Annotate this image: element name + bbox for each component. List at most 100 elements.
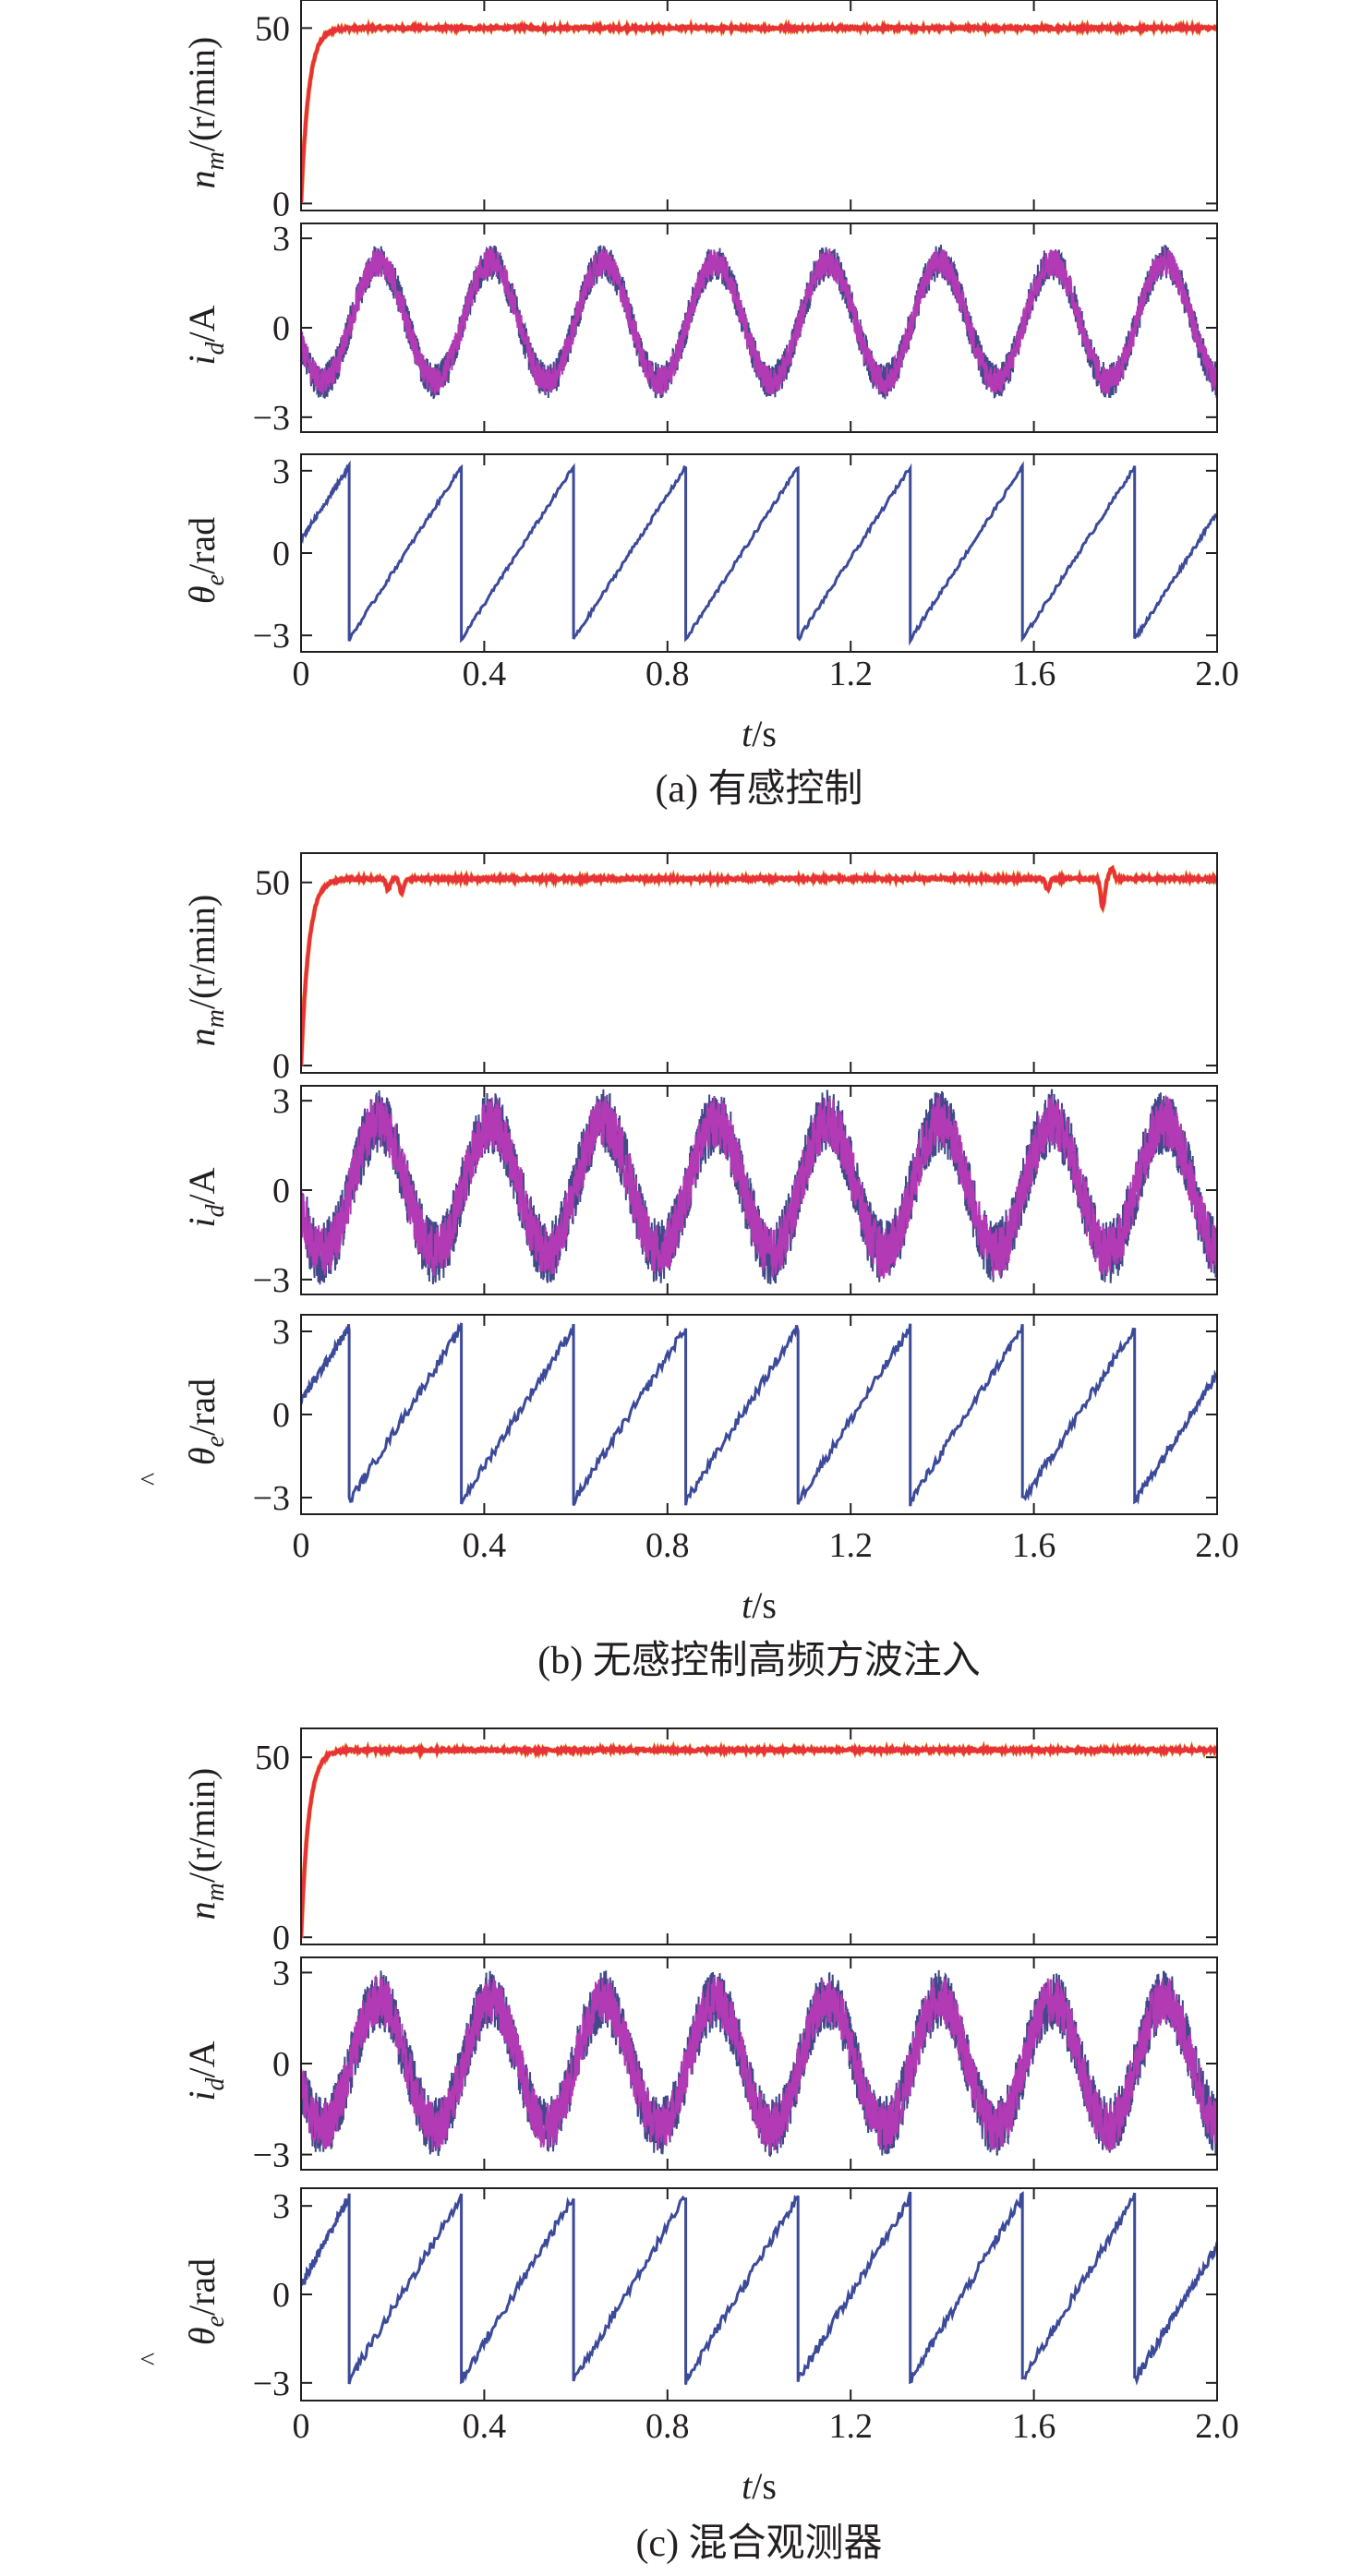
series-speed bbox=[301, 18, 1217, 204]
x-tick-label: 0.8 bbox=[645, 2407, 690, 2446]
y-tick-label: −3 bbox=[253, 1261, 290, 1300]
y-tick-label: 50 bbox=[255, 9, 290, 48]
series-angle bbox=[301, 2191, 1217, 2386]
speed-trace-reference bbox=[301, 1739, 1217, 1938]
y-tick-label: −3 bbox=[253, 2365, 290, 2403]
y-tick-label: −3 bbox=[253, 399, 290, 438]
series-speed bbox=[301, 864, 1217, 1066]
y-tick-label: 3 bbox=[272, 1313, 290, 1352]
plot-frame bbox=[300, 1956, 1218, 2171]
speed-trace bbox=[301, 1741, 1217, 1938]
angle-trace bbox=[301, 1322, 1217, 1507]
y-tick-label: 50 bbox=[255, 1739, 290, 1777]
series-speed bbox=[301, 1739, 1217, 1938]
y-tick-label: −3 bbox=[253, 2137, 290, 2175]
y-tick-label: 3 bbox=[272, 1082, 290, 1121]
subfigure-caption: (c) 混合观测器 bbox=[635, 2522, 882, 2565]
angle-trace bbox=[301, 2191, 1217, 2386]
y-tick-label: 3 bbox=[272, 1954, 290, 1992]
speed-trace-reference bbox=[301, 864, 1217, 1066]
x-tick-label: 0 bbox=[293, 1526, 310, 1565]
y-tick-label: 0 bbox=[272, 1919, 290, 1957]
y-tick-label: 50 bbox=[255, 864, 290, 903]
plot-frame bbox=[300, 1727, 1218, 1945]
panel-current: −3 0 3 id/A bbox=[181, 220, 1218, 438]
subfigure-caption: (b) 无感控制高频方波注入 bbox=[537, 1639, 980, 1682]
x-tick-label: 2.0 bbox=[1195, 2407, 1239, 2446]
hat-accent: ^ bbox=[135, 1473, 165, 1486]
x-tick-label: 0.8 bbox=[645, 655, 690, 693]
series-current bbox=[301, 245, 1217, 400]
panel-angle: −3 0 3 θe/rad bbox=[181, 452, 1218, 656]
x-tick-label: 0.4 bbox=[463, 655, 507, 693]
plot-frame bbox=[300, 453, 1218, 653]
y-axis-label-angle: θe/rad bbox=[181, 517, 230, 604]
hat-accent: ^ bbox=[135, 2353, 165, 2365]
y-axis-label-angle: θe/rad bbox=[181, 1378, 230, 1465]
y-axis-label-angle: θe/rad bbox=[181, 2258, 230, 2345]
x-tick-label: 1.2 bbox=[828, 1526, 873, 1565]
plot-frame bbox=[300, 2187, 1218, 2401]
current-trace bbox=[301, 246, 1217, 396]
x-tick-label: 0.4 bbox=[463, 1526, 507, 1565]
y-tick-label: 0 bbox=[272, 1396, 290, 1435]
plot-frame bbox=[300, 1314, 1218, 1515]
x-tick-label: 1.2 bbox=[828, 2407, 873, 2446]
current-trace bbox=[301, 1974, 1217, 2154]
speed-trace bbox=[301, 19, 1217, 203]
x-tick-label: 0.4 bbox=[463, 2407, 507, 2446]
y-tick-label: 0 bbox=[272, 185, 290, 223]
speed-trace-reference bbox=[301, 18, 1217, 204]
series-current bbox=[301, 1969, 1217, 2157]
x-tick-label: 0.8 bbox=[645, 1526, 690, 1565]
y-tick-label: −3 bbox=[253, 1479, 290, 1518]
x-tick-label: 1.2 bbox=[828, 655, 873, 693]
plot-frame bbox=[300, 223, 1218, 433]
y-axis-label-speed: nm/(r/min) bbox=[181, 1768, 230, 1920]
plot-frame bbox=[300, 1085, 1218, 1295]
x-axis-label: t/s bbox=[742, 2465, 777, 2507]
y-axis-label-current: id/A bbox=[181, 305, 230, 365]
panel-speed: 0 50 nm/(r/min) bbox=[181, 1727, 1218, 1957]
x-axis-label: t/s bbox=[742, 1584, 777, 1626]
y-tick-label: 3 bbox=[272, 452, 290, 491]
y-tick-label: 0 bbox=[272, 2045, 290, 2084]
panel-angle: −3 0 3 θe/rad ^ bbox=[135, 2187, 1218, 2403]
panel-speed: 0 50 nm/(r/min) bbox=[181, 852, 1218, 1086]
x-tick-label: 0 bbox=[293, 655, 310, 693]
y-tick-label: 0 bbox=[272, 1172, 290, 1210]
panel-angle: −3 0 3 θe/rad ^ bbox=[135, 1313, 1218, 1518]
series-angle bbox=[301, 460, 1217, 646]
y-tick-label: 0 bbox=[272, 1047, 290, 1086]
y-tick-label: 0 bbox=[272, 535, 290, 573]
x-axis-label: t/s bbox=[742, 713, 777, 754]
y-axis-label-speed: nm/(r/min) bbox=[181, 37, 230, 189]
current-trace bbox=[301, 1094, 1217, 1279]
y-tick-label: 0 bbox=[272, 309, 290, 348]
angle-trace bbox=[301, 460, 1217, 646]
y-tick-label: 0 bbox=[272, 2276, 290, 2315]
y-tick-label: 3 bbox=[272, 2187, 290, 2226]
x-tick-label: 1.6 bbox=[1012, 2407, 1056, 2446]
series-current bbox=[301, 1089, 1217, 1285]
speed-trace bbox=[301, 865, 1217, 1066]
y-axis-label-current: id/A bbox=[181, 2040, 230, 2101]
y-tick-label: −3 bbox=[253, 617, 290, 656]
x-tick-label: 0 bbox=[293, 2407, 310, 2446]
y-axis-label-speed: nm/(r/min) bbox=[181, 895, 230, 1047]
plot-frame bbox=[300, 0, 1218, 211]
y-axis-label-current: id/A bbox=[181, 1167, 230, 1227]
x-tick-label: 2.0 bbox=[1195, 1526, 1239, 1565]
plot-frame bbox=[300, 852, 1218, 1074]
x-tick-label: 1.6 bbox=[1012, 1526, 1056, 1565]
panel-current: −3 0 3 id/A bbox=[181, 1954, 1218, 2175]
x-tick-label: 2.0 bbox=[1195, 655, 1239, 693]
panel-current: −3 0 3 id/A bbox=[181, 1082, 1218, 1300]
x-tick-label: 1.6 bbox=[1012, 655, 1056, 693]
y-tick-label: 3 bbox=[272, 220, 290, 259]
subfigure-caption: (a) 有感控制 bbox=[655, 768, 862, 811]
